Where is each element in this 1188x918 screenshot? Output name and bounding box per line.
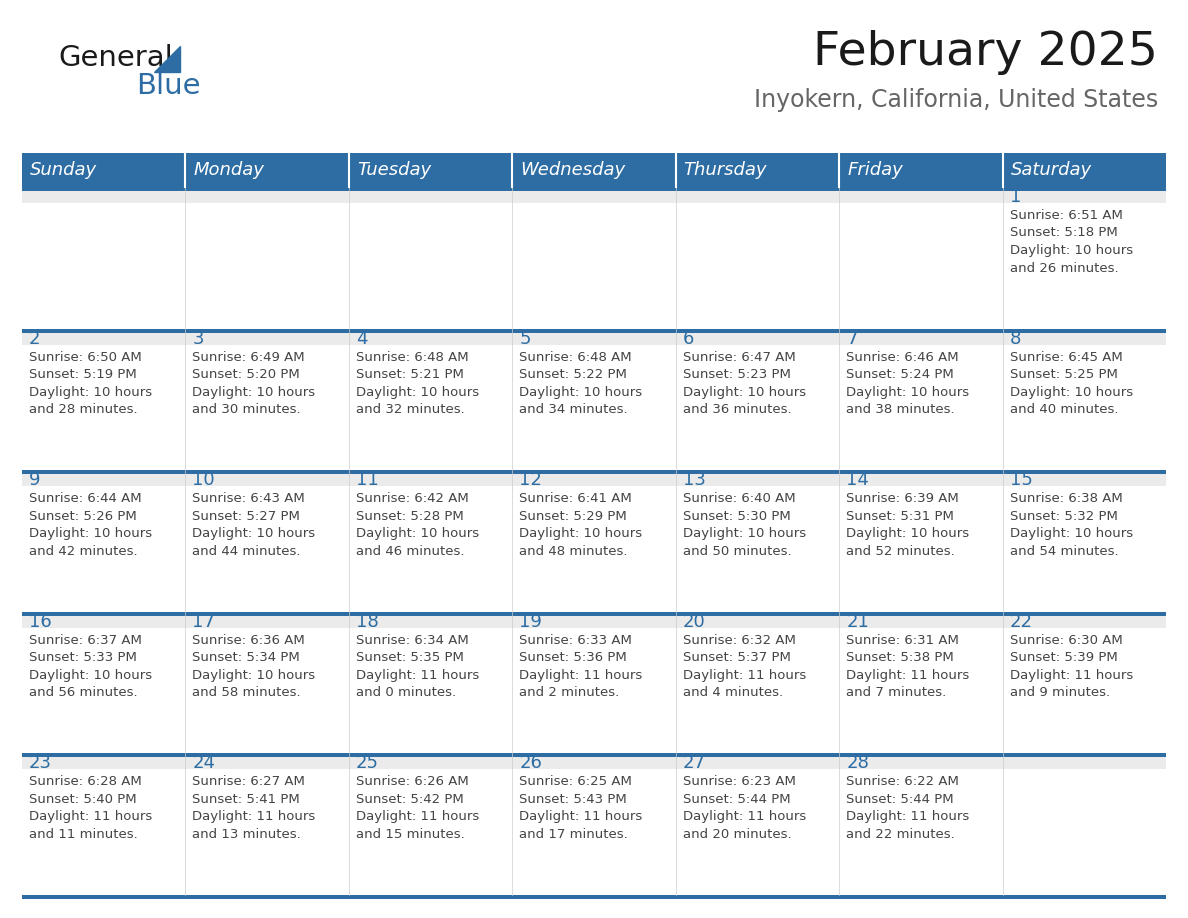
Text: Sunrise: 6:37 AM
Sunset: 5:33 PM
Daylight: 10 hours
and 56 minutes.: Sunrise: 6:37 AM Sunset: 5:33 PM Dayligh…: [29, 633, 152, 700]
Bar: [23, 475, 1165, 487]
Text: Inyokern, California, United States: Inyokern, California, United States: [753, 88, 1158, 112]
Bar: [512, 153, 676, 187]
Bar: [23, 203, 1165, 329]
Bar: [23, 344, 1165, 470]
Text: Sunrise: 6:39 AM
Sunset: 5:31 PM
Daylight: 10 hours
and 52 minutes.: Sunrise: 6:39 AM Sunset: 5:31 PM Dayligh…: [846, 492, 969, 558]
Bar: [23, 187, 1165, 191]
Bar: [23, 191, 1165, 203]
Text: 2: 2: [29, 330, 40, 348]
Text: 24: 24: [192, 755, 215, 772]
Text: 9: 9: [29, 471, 40, 489]
Polygon shape: [154, 46, 181, 72]
Text: Sunrise: 6:50 AM
Sunset: 5:19 PM
Daylight: 10 hours
and 28 minutes.: Sunrise: 6:50 AM Sunset: 5:19 PM Dayligh…: [29, 351, 152, 416]
Text: 5: 5: [519, 330, 531, 348]
Text: Sunrise: 6:46 AM
Sunset: 5:24 PM
Daylight: 10 hours
and 38 minutes.: Sunrise: 6:46 AM Sunset: 5:24 PM Dayligh…: [846, 351, 969, 416]
Text: Monday: Monday: [194, 161, 264, 179]
Text: Sunrise: 6:45 AM
Sunset: 5:25 PM
Daylight: 10 hours
and 40 minutes.: Sunrise: 6:45 AM Sunset: 5:25 PM Dayligh…: [1010, 351, 1132, 416]
Text: Wednesday: Wednesday: [520, 161, 625, 179]
Text: Sunday: Sunday: [30, 161, 97, 179]
Text: 22: 22: [1010, 613, 1032, 631]
Bar: [23, 628, 1165, 754]
Text: Sunrise: 6:25 AM
Sunset: 5:43 PM
Daylight: 11 hours
and 17 minutes.: Sunrise: 6:25 AM Sunset: 5:43 PM Dayligh…: [519, 776, 643, 841]
Text: 28: 28: [846, 755, 868, 772]
Text: 11: 11: [356, 471, 379, 489]
Text: 18: 18: [356, 613, 379, 631]
Text: 27: 27: [683, 755, 706, 772]
Text: 21: 21: [846, 613, 868, 631]
Text: 8: 8: [1010, 330, 1020, 348]
Text: Sunrise: 6:38 AM
Sunset: 5:32 PM
Daylight: 10 hours
and 54 minutes.: Sunrise: 6:38 AM Sunset: 5:32 PM Dayligh…: [1010, 492, 1132, 558]
Text: General: General: [58, 44, 172, 72]
Text: 4: 4: [356, 330, 367, 348]
Text: Saturday: Saturday: [1011, 161, 1092, 179]
Text: 25: 25: [356, 755, 379, 772]
Bar: [23, 757, 1165, 769]
Text: 6: 6: [683, 330, 694, 348]
Text: Sunrise: 6:32 AM
Sunset: 5:37 PM
Daylight: 11 hours
and 4 minutes.: Sunrise: 6:32 AM Sunset: 5:37 PM Dayligh…: [683, 633, 805, 700]
Bar: [23, 616, 1165, 628]
Bar: [23, 611, 1165, 616]
Text: 14: 14: [846, 471, 868, 489]
Text: 10: 10: [192, 471, 215, 489]
Text: Thursday: Thursday: [684, 161, 767, 179]
Bar: [23, 769, 1165, 895]
Text: Sunrise: 6:48 AM
Sunset: 5:22 PM
Daylight: 10 hours
and 34 minutes.: Sunrise: 6:48 AM Sunset: 5:22 PM Dayligh…: [519, 351, 643, 416]
Text: Friday: Friday: [847, 161, 903, 179]
Text: Sunrise: 6:26 AM
Sunset: 5:42 PM
Daylight: 11 hours
and 15 minutes.: Sunrise: 6:26 AM Sunset: 5:42 PM Dayligh…: [356, 776, 479, 841]
Text: Sunrise: 6:47 AM
Sunset: 5:23 PM
Daylight: 10 hours
and 36 minutes.: Sunrise: 6:47 AM Sunset: 5:23 PM Dayligh…: [683, 351, 805, 416]
Text: 26: 26: [519, 755, 542, 772]
Bar: [23, 332, 1165, 344]
Bar: [23, 153, 185, 187]
Text: Sunrise: 6:41 AM
Sunset: 5:29 PM
Daylight: 10 hours
and 48 minutes.: Sunrise: 6:41 AM Sunset: 5:29 PM Dayligh…: [519, 492, 643, 558]
Bar: [349, 153, 512, 187]
Text: Sunrise: 6:43 AM
Sunset: 5:27 PM
Daylight: 10 hours
and 44 minutes.: Sunrise: 6:43 AM Sunset: 5:27 PM Dayligh…: [192, 492, 316, 558]
Bar: [676, 153, 839, 187]
Text: Sunrise: 6:51 AM
Sunset: 5:18 PM
Daylight: 10 hours
and 26 minutes.: Sunrise: 6:51 AM Sunset: 5:18 PM Dayligh…: [1010, 209, 1132, 274]
Text: 12: 12: [519, 471, 542, 489]
Text: 23: 23: [29, 755, 52, 772]
Text: Sunrise: 6:31 AM
Sunset: 5:38 PM
Daylight: 11 hours
and 7 minutes.: Sunrise: 6:31 AM Sunset: 5:38 PM Dayligh…: [846, 633, 969, 700]
Text: 3: 3: [192, 330, 204, 348]
Text: Sunrise: 6:49 AM
Sunset: 5:20 PM
Daylight: 10 hours
and 30 minutes.: Sunrise: 6:49 AM Sunset: 5:20 PM Dayligh…: [192, 351, 316, 416]
Text: Sunrise: 6:34 AM
Sunset: 5:35 PM
Daylight: 11 hours
and 0 minutes.: Sunrise: 6:34 AM Sunset: 5:35 PM Dayligh…: [356, 633, 479, 700]
Text: Sunrise: 6:22 AM
Sunset: 5:44 PM
Daylight: 11 hours
and 22 minutes.: Sunrise: 6:22 AM Sunset: 5:44 PM Dayligh…: [846, 776, 969, 841]
Text: Sunrise: 6:40 AM
Sunset: 5:30 PM
Daylight: 10 hours
and 50 minutes.: Sunrise: 6:40 AM Sunset: 5:30 PM Dayligh…: [683, 492, 805, 558]
Text: Sunrise: 6:28 AM
Sunset: 5:40 PM
Daylight: 11 hours
and 11 minutes.: Sunrise: 6:28 AM Sunset: 5:40 PM Dayligh…: [29, 776, 152, 841]
Text: Sunrise: 6:27 AM
Sunset: 5:41 PM
Daylight: 11 hours
and 13 minutes.: Sunrise: 6:27 AM Sunset: 5:41 PM Dayligh…: [192, 776, 316, 841]
Bar: [839, 153, 1003, 187]
Text: Sunrise: 6:36 AM
Sunset: 5:34 PM
Daylight: 10 hours
and 58 minutes.: Sunrise: 6:36 AM Sunset: 5:34 PM Dayligh…: [192, 633, 316, 700]
Text: Sunrise: 6:30 AM
Sunset: 5:39 PM
Daylight: 11 hours
and 9 minutes.: Sunrise: 6:30 AM Sunset: 5:39 PM Dayligh…: [1010, 633, 1133, 700]
Text: 7: 7: [846, 330, 858, 348]
Text: 15: 15: [1010, 471, 1032, 489]
Bar: [23, 487, 1165, 611]
Text: Sunrise: 6:42 AM
Sunset: 5:28 PM
Daylight: 10 hours
and 46 minutes.: Sunrise: 6:42 AM Sunset: 5:28 PM Dayligh…: [356, 492, 479, 558]
Bar: [23, 329, 1165, 332]
Text: 13: 13: [683, 471, 706, 489]
Text: February 2025: February 2025: [813, 30, 1158, 75]
Bar: [185, 153, 349, 187]
Text: Sunrise: 6:23 AM
Sunset: 5:44 PM
Daylight: 11 hours
and 20 minutes.: Sunrise: 6:23 AM Sunset: 5:44 PM Dayligh…: [683, 776, 805, 841]
Bar: [1003, 153, 1165, 187]
Text: 1: 1: [1010, 188, 1020, 206]
Text: Tuesday: Tuesday: [356, 161, 431, 179]
Text: 20: 20: [683, 613, 706, 631]
Bar: [23, 470, 1165, 475]
Bar: [23, 895, 1165, 899]
Text: 17: 17: [192, 613, 215, 631]
Text: 16: 16: [29, 613, 52, 631]
Text: Sunrise: 6:48 AM
Sunset: 5:21 PM
Daylight: 10 hours
and 32 minutes.: Sunrise: 6:48 AM Sunset: 5:21 PM Dayligh…: [356, 351, 479, 416]
Text: Sunrise: 6:44 AM
Sunset: 5:26 PM
Daylight: 10 hours
and 42 minutes.: Sunrise: 6:44 AM Sunset: 5:26 PM Dayligh…: [29, 492, 152, 558]
Text: Sunrise: 6:33 AM
Sunset: 5:36 PM
Daylight: 11 hours
and 2 minutes.: Sunrise: 6:33 AM Sunset: 5:36 PM Dayligh…: [519, 633, 643, 700]
Text: Blue: Blue: [135, 72, 201, 100]
Bar: [23, 754, 1165, 757]
Text: 19: 19: [519, 613, 542, 631]
